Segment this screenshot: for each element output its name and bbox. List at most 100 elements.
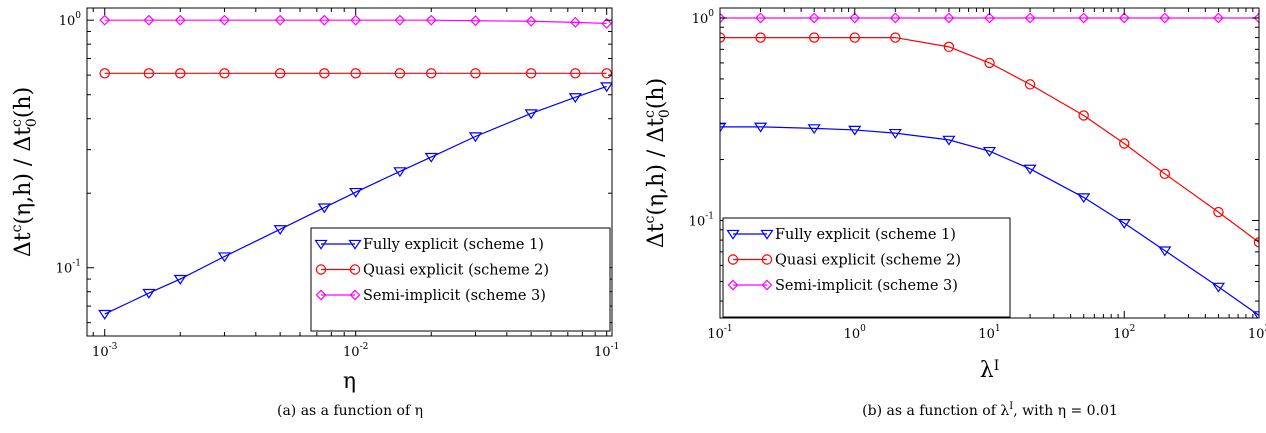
legend-label: Fully explicit (scheme 1) (775, 227, 956, 243)
data-point (469, 15, 481, 27)
data-point (1212, 12, 1224, 24)
y-tick-label: 10-1 (689, 211, 714, 229)
legend-marker (727, 254, 739, 265)
data-point (984, 12, 995, 24)
data-point (143, 68, 155, 79)
data-point (720, 122, 727, 133)
plot-frame (86, 7, 613, 337)
data-point (569, 16, 581, 28)
data-point (888, 128, 902, 139)
data-point (808, 32, 820, 43)
data-point (720, 12, 726, 24)
series-line (720, 36, 1259, 243)
data-point (99, 14, 111, 26)
x-tick-label: 10-1 (707, 324, 732, 342)
data-point (1158, 246, 1172, 257)
legend-label: Quasi explicit (scheme 2) (775, 253, 961, 269)
legend-entry: Fully explicit (scheme 1) (726, 227, 956, 243)
figure-caption: (a) as a function of η (277, 403, 423, 419)
series-2 (720, 32, 1259, 248)
legend: Fully explicit (scheme 1) Quasi explicit … (310, 227, 611, 332)
data-point (1023, 164, 1037, 175)
legend-label: Fully explicit (scheme 1) (363, 237, 544, 253)
data-point (1024, 79, 1036, 90)
y-axis-title: Δtc(η,h) / Δtc0(h) (9, 87, 40, 257)
legend-label: Semi-implicit (scheme 3) (775, 278, 958, 294)
legend-entry: Semi-implicit (scheme 3) (315, 288, 546, 304)
legend-label: Quasi explicit (scheme 2) (363, 263, 549, 279)
data-point (1213, 206, 1224, 218)
series-line (720, 126, 1259, 316)
data-point (942, 135, 956, 146)
data-point (1119, 138, 1130, 149)
data-point (943, 12, 955, 24)
data-point (1077, 193, 1091, 204)
data-point (525, 68, 537, 79)
data-point (570, 68, 581, 79)
figure-caption: (b) as a function of λI, with η = 0.01 (862, 401, 1118, 419)
data-point (808, 12, 820, 24)
data-point (274, 68, 286, 79)
data-point (318, 14, 330, 26)
legend: Fully explicit (scheme 1) Quasi explicit … (722, 217, 1011, 318)
data-point (470, 68, 481, 79)
data-point (889, 12, 901, 24)
data-point (317, 203, 331, 214)
data-point (217, 252, 232, 263)
data-point (1211, 282, 1226, 293)
data-point (890, 32, 901, 43)
data-point (142, 288, 156, 299)
legend-entry: Quasi explicit (scheme 2) (315, 263, 549, 279)
legend-marker (348, 239, 362, 250)
data-point (175, 68, 186, 79)
data-point (273, 225, 287, 236)
data-point (601, 18, 612, 29)
data-point (425, 14, 437, 26)
data-point (943, 41, 955, 53)
data-point (807, 124, 821, 135)
legend-marker (726, 229, 740, 240)
data-point (394, 68, 406, 79)
data-point (1078, 12, 1090, 24)
data-point (143, 14, 155, 26)
legend-entry: Quasi explicit (scheme 2) (727, 253, 961, 269)
data-point (319, 68, 330, 79)
x-tick-label: 10-3 (92, 342, 118, 360)
legend-marker (727, 279, 739, 291)
data-point (1118, 12, 1130, 24)
x-tick-label: 102 (1113, 324, 1135, 342)
data-point (350, 14, 362, 26)
data-point (219, 14, 230, 26)
data-point (525, 15, 537, 27)
y-tick-label: 100 (692, 9, 715, 27)
x-tick-label: 103 (1248, 324, 1266, 342)
data-point (1078, 110, 1089, 121)
series-3 (720, 12, 1259, 24)
legend-marker (760, 229, 774, 240)
data-point (1117, 218, 1131, 229)
data-point (424, 152, 438, 163)
x-tick-label: 10-1 (594, 342, 619, 360)
legend-entry: Semi-implicit (scheme 3) (727, 278, 958, 294)
data-point (524, 109, 538, 120)
data-point (848, 125, 862, 136)
legend-marker (349, 264, 361, 275)
data-point (1253, 237, 1259, 248)
x-tick-label: 100 (844, 324, 867, 342)
legend-label: Semi-implicit (scheme 3) (363, 288, 546, 304)
legend-marker (315, 289, 327, 301)
series-2 (99, 68, 612, 79)
data-point (394, 14, 406, 26)
series-3 (99, 14, 612, 29)
y-tick-label: 10-1 (56, 259, 81, 277)
data-point (1253, 12, 1259, 24)
data-point (219, 68, 230, 79)
y-axis-title: Δtc(η,h) / Δtc0(h) (642, 78, 673, 248)
data-point (99, 68, 110, 79)
data-point (468, 132, 483, 143)
data-point (274, 14, 286, 26)
data-point (1159, 168, 1171, 180)
legend-marker (761, 254, 773, 265)
legend-entry: Fully explicit (scheme 1) (314, 237, 544, 253)
